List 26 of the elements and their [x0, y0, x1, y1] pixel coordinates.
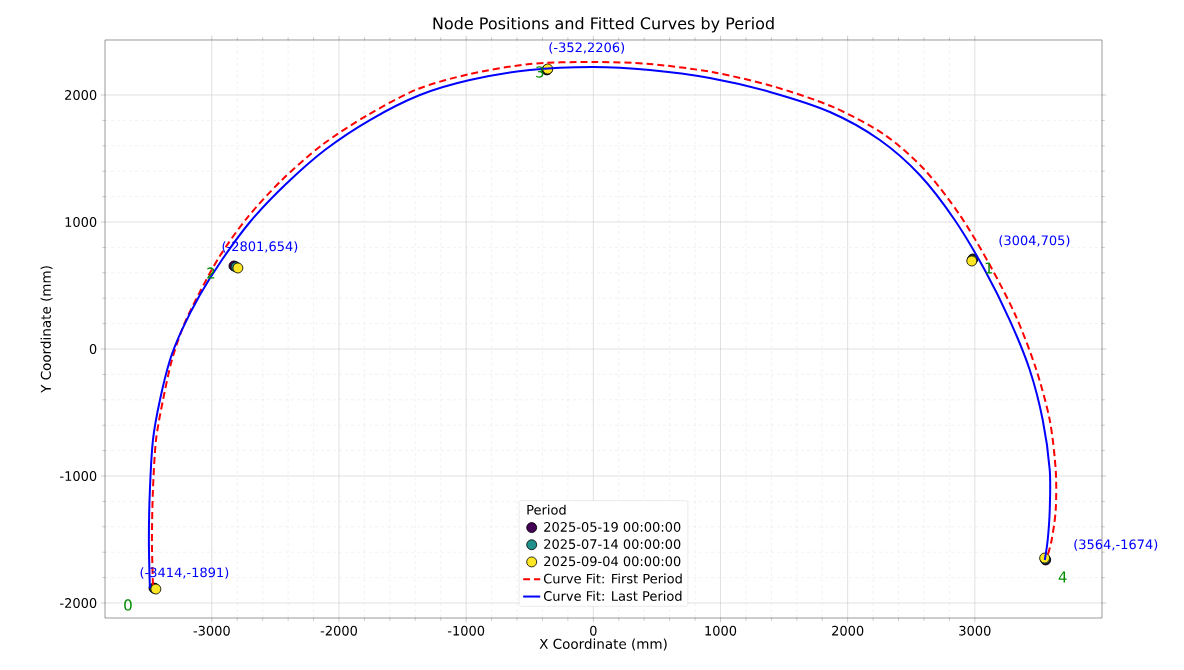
x-tick-label: 2000 [832, 625, 864, 636]
legend-label: Curve Fit: First Period [543, 573, 682, 584]
y-axis-title: Y Coordinate (mm) [40, 266, 53, 393]
legend-label: 2025-07-14 00:00:00 [544, 539, 681, 550]
legend-label: 2025-09-04 00:00:00 [544, 556, 681, 567]
x-tick-label: 0 [590, 625, 597, 636]
y-tick-label: 2000 [65, 90, 97, 100]
annotation: (3564,-1674) [1074, 539, 1158, 551]
x-tick-label: -3000 [193, 625, 230, 636]
annotation: 4 [1058, 571, 1067, 583]
annotation: 0 [124, 599, 132, 611]
x-tick-label: 3000 [959, 625, 991, 636]
legend-title: Period [527, 504, 566, 515]
x-tick-label: 1000 [705, 625, 737, 636]
y-tick-label: 1000 [65, 217, 97, 227]
annotation: (-352,2206) [549, 42, 625, 54]
legend-label: 2025-05-19 00:00:00 [544, 522, 681, 532]
annotation: (3004,705) [999, 235, 1070, 247]
legend-label: Curve Fit: Last Period [543, 590, 682, 601]
x-tick-label: -1000 [447, 625, 485, 636]
x-axis-title: X Coordinate (mm) [539, 638, 667, 651]
x-tick-label: -2000 [320, 625, 357, 636]
y-tick-label: -1000 [60, 471, 97, 481]
y-tick-label: 0 [89, 344, 97, 354]
y-tick-label: -2000 [60, 598, 97, 608]
chart-title: Node Positions and Fitted Curves by Period [433, 16, 774, 33]
